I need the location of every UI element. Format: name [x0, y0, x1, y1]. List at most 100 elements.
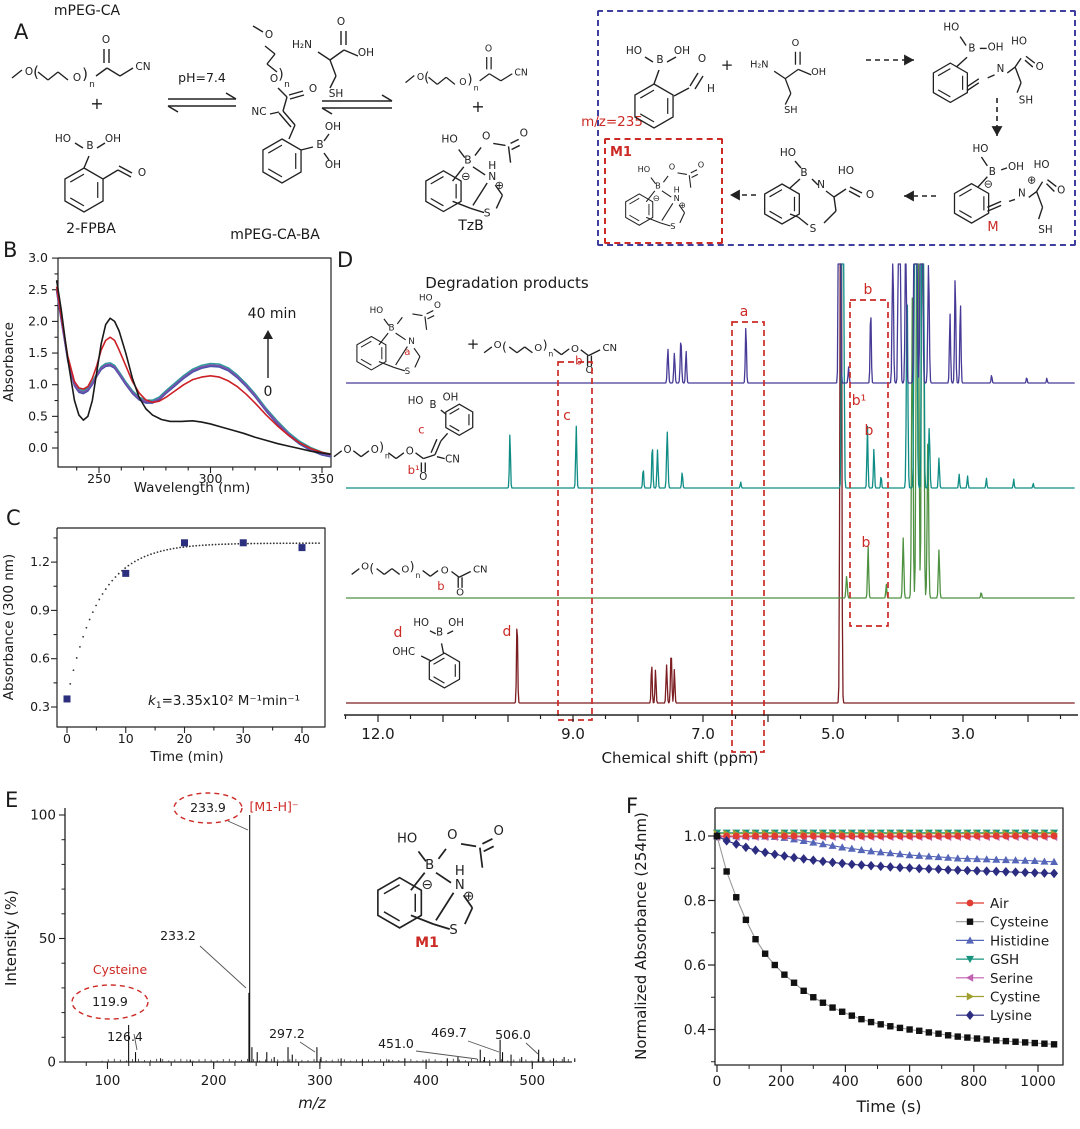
peak-assignment-label: a: [740, 304, 749, 320]
marker-circle: [742, 832, 750, 840]
line: [1047, 179, 1057, 188]
marker-square: [964, 1034, 971, 1041]
atom-label: HO: [441, 132, 457, 145]
line: [323, 133, 330, 142]
line: [426, 310, 434, 315]
line: [773, 70, 786, 80]
line: [435, 871, 452, 884]
line: [460, 842, 477, 848]
x-tick-label: 200: [768, 1074, 795, 1090]
line: [415, 1050, 478, 1060]
fit-dot: [104, 588, 107, 590]
peak-assignment-label: b: [864, 282, 873, 298]
fit-dot: [253, 542, 256, 545]
line: [395, 346, 408, 366]
marker-square: [1021, 1039, 1029, 1046]
fit-dot: [98, 598, 101, 601]
marker-circle: [896, 832, 904, 840]
atom-label: O: [25, 66, 33, 78]
atom-label: ⊖: [984, 178, 993, 191]
line: [37, 71, 49, 81]
line: [440, 409, 447, 415]
polygon: [809, 855, 818, 865]
line: [789, 213, 799, 218]
line: [1008, 198, 1016, 203]
x-axis-label: Time (min): [149, 749, 223, 765]
line: [474, 147, 482, 157]
line: [434, 440, 442, 455]
line: [106, 67, 121, 77]
atom-label: O: [337, 16, 345, 28]
atom-label: O: [698, 159, 704, 169]
ms-annotation: 119.9: [92, 994, 128, 1009]
fit-dot: [221, 543, 224, 546]
atom-label: ⊖: [421, 877, 433, 893]
line: [966, 78, 980, 88]
marker-square: [983, 1036, 990, 1043]
atom-label: HO: [55, 133, 71, 145]
atom-label: O: [434, 301, 441, 311]
atom-label: O: [494, 824, 504, 839]
structure-cysteine: H₂N O OH SH: [292, 16, 374, 100]
peak-assignment-label: c: [563, 408, 571, 424]
atom-label: ): [278, 67, 283, 83]
polygon: [847, 844, 856, 852]
atom-label: n: [415, 571, 420, 580]
marker-square: [877, 1021, 884, 1028]
line: [494, 184, 503, 196]
marker-circle: [848, 832, 856, 840]
line: [794, 160, 802, 169]
line: [383, 318, 390, 326]
label-2fpba: 2-FPBA: [66, 221, 116, 237]
polyline: [55, 286, 332, 456]
label-mz-235: m/z=235: [581, 114, 643, 130]
atom-label: S: [810, 223, 817, 235]
peak-assignment-label: b: [862, 535, 871, 551]
atom-label: N: [674, 193, 680, 203]
line: [323, 152, 330, 161]
atom-label: O: [270, 73, 278, 85]
marker-circle: [867, 832, 875, 840]
marker-square: [713, 832, 721, 840]
nmr-highlight-box-c: [557, 361, 593, 721]
line: [95, 67, 108, 77]
polygon: [741, 842, 750, 853]
structure-thiazolidine-intermediate: HO BN S HO O: [764, 147, 874, 235]
polygon: [1021, 856, 1030, 864]
atom-label: B: [436, 628, 443, 639]
line: [57, 71, 69, 81]
marker-square: [1012, 1038, 1019, 1045]
polygon: [764, 183, 800, 225]
marker-square: [1031, 1039, 1038, 1047]
y-tick-label: 100: [30, 808, 56, 824]
atom-label: H₂N: [292, 39, 312, 51]
line: [225, 92, 237, 100]
atom-label: n: [548, 350, 553, 359]
fit-dot: [85, 626, 88, 629]
fit-dot: [114, 576, 117, 578]
polygon: [905, 851, 914, 859]
atom-label: O: [371, 445, 379, 456]
fit-dot: [272, 542, 275, 545]
x-tick-label: 0: [713, 1074, 722, 1090]
line: [133, 1033, 138, 1051]
polygon: [838, 858, 847, 869]
line: [784, 68, 799, 80]
atom-label: S: [405, 367, 411, 377]
atom-label: O: [698, 53, 706, 65]
line: [661, 203, 674, 221]
atom-label: O: [485, 44, 492, 55]
line: [848, 190, 861, 198]
polygon: [992, 866, 1001, 877]
fit-dot: [130, 562, 133, 565]
atom-label: O: [1057, 185, 1065, 197]
line: [650, 177, 657, 185]
line: [959, 36, 967, 46]
y-tick-label: 0.9: [30, 602, 50, 617]
atom-label: O: [571, 344, 579, 355]
fit-dot: [301, 542, 304, 545]
fit-dot: [259, 542, 262, 545]
fit-dot: [289, 542, 291, 545]
